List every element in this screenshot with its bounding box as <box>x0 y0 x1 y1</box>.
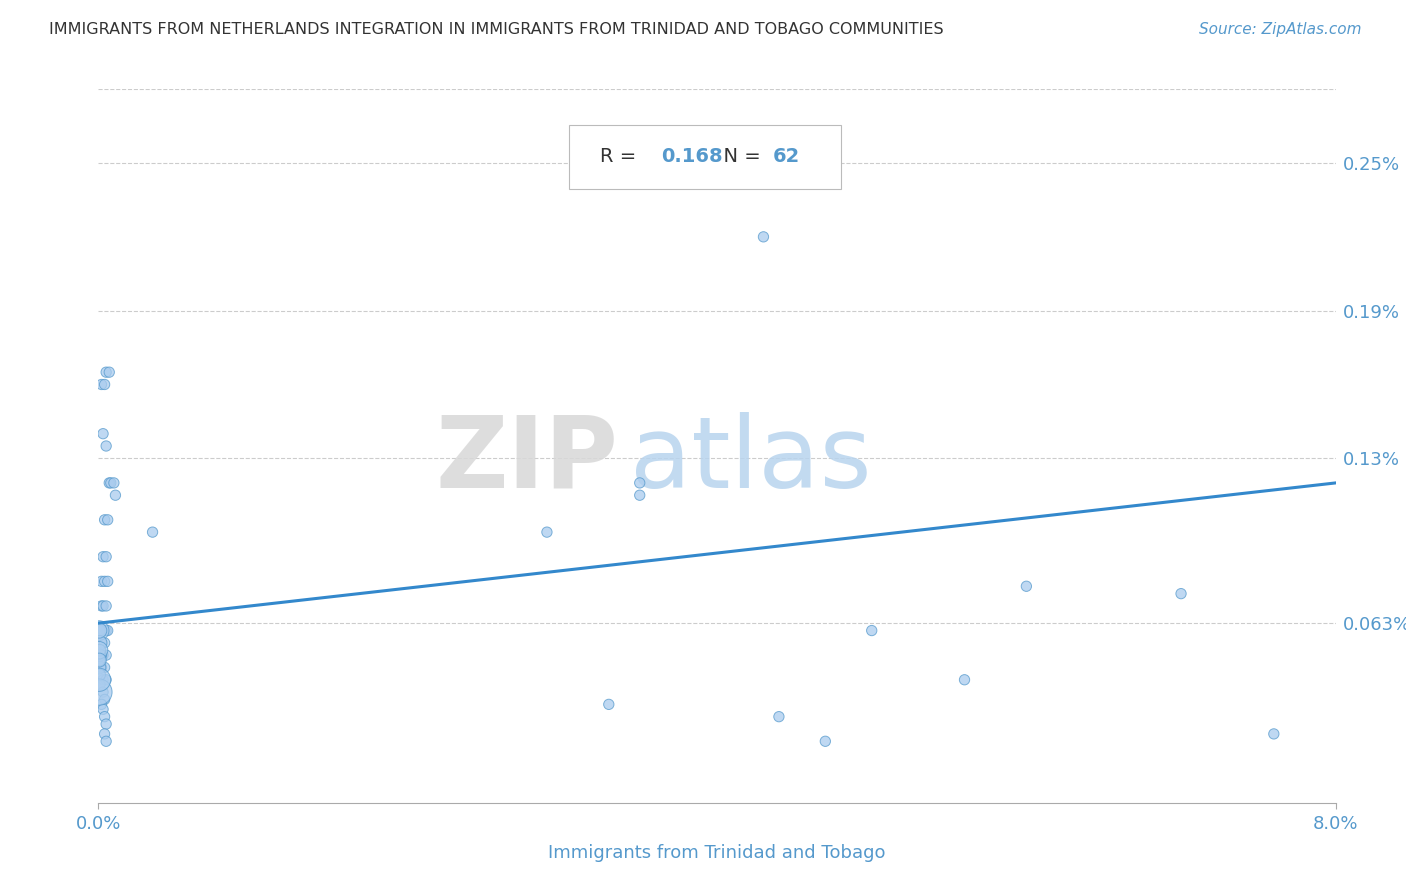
Point <box>93 660 115 674</box>
Point <box>93 692 115 706</box>
Text: 62: 62 <box>773 147 800 167</box>
Point <box>628 475 651 490</box>
Point <box>87 685 110 699</box>
Point <box>98 365 121 379</box>
FancyBboxPatch shape <box>568 125 841 189</box>
Point <box>89 643 111 657</box>
Point <box>598 698 620 712</box>
Point <box>89 636 111 650</box>
Point <box>90 377 112 392</box>
Point <box>96 599 118 613</box>
Point <box>89 624 111 638</box>
Point <box>96 365 118 379</box>
Text: R =: R = <box>599 147 643 167</box>
Point <box>91 648 114 662</box>
Point <box>96 439 118 453</box>
Point <box>93 574 115 589</box>
Point <box>89 678 111 692</box>
Point <box>91 599 114 613</box>
Point <box>90 599 112 613</box>
Text: IMMIGRANTS FROM NETHERLANDS INTEGRATION IN IMMIGRANTS FROM TRINIDAD AND TOBAGO C: IMMIGRANTS FROM NETHERLANDS INTEGRATION … <box>49 22 943 37</box>
Point <box>93 513 115 527</box>
Point <box>1263 727 1285 741</box>
Point <box>752 230 775 244</box>
Point <box>89 668 111 682</box>
Point <box>814 734 837 748</box>
Point <box>89 624 111 638</box>
Point <box>87 643 110 657</box>
Point <box>142 525 165 540</box>
Text: ZIP: ZIP <box>436 412 619 508</box>
Point <box>91 673 114 687</box>
Point <box>91 685 114 699</box>
Point <box>1170 587 1192 601</box>
Point <box>97 624 120 638</box>
Point <box>96 673 118 687</box>
Point <box>97 574 120 589</box>
Text: N =: N = <box>711 147 766 167</box>
Point <box>89 648 111 662</box>
Point <box>536 525 558 540</box>
Point <box>89 653 111 667</box>
Point <box>103 475 125 490</box>
Point <box>87 673 110 687</box>
Point <box>90 660 112 674</box>
Point <box>91 624 114 638</box>
Point <box>104 488 127 502</box>
Point <box>93 727 115 741</box>
Point <box>90 698 112 712</box>
Point <box>93 636 115 650</box>
Point <box>91 426 114 441</box>
Point <box>100 475 122 490</box>
Point <box>96 624 118 638</box>
Text: atlas: atlas <box>630 412 872 508</box>
X-axis label: Immigrants from Trinidad and Tobago: Immigrants from Trinidad and Tobago <box>548 845 886 863</box>
Point <box>628 488 651 502</box>
Text: 0.168: 0.168 <box>661 147 723 167</box>
Point <box>89 624 111 638</box>
Point <box>89 653 111 667</box>
Point <box>90 636 112 650</box>
Point <box>860 624 883 638</box>
Point <box>91 702 114 716</box>
Point <box>96 549 118 564</box>
Point <box>90 574 112 589</box>
Point <box>93 709 115 723</box>
Point <box>96 648 118 662</box>
Point <box>97 513 120 527</box>
Point <box>1015 579 1038 593</box>
Text: Source: ZipAtlas.com: Source: ZipAtlas.com <box>1198 22 1361 37</box>
Point <box>768 709 790 723</box>
Point <box>89 653 111 667</box>
Point <box>89 660 111 674</box>
Point <box>96 717 118 731</box>
Point <box>953 673 976 687</box>
Point <box>96 734 118 748</box>
Point <box>91 549 114 564</box>
Point <box>90 648 112 662</box>
Point <box>98 475 121 490</box>
Point <box>93 377 115 392</box>
